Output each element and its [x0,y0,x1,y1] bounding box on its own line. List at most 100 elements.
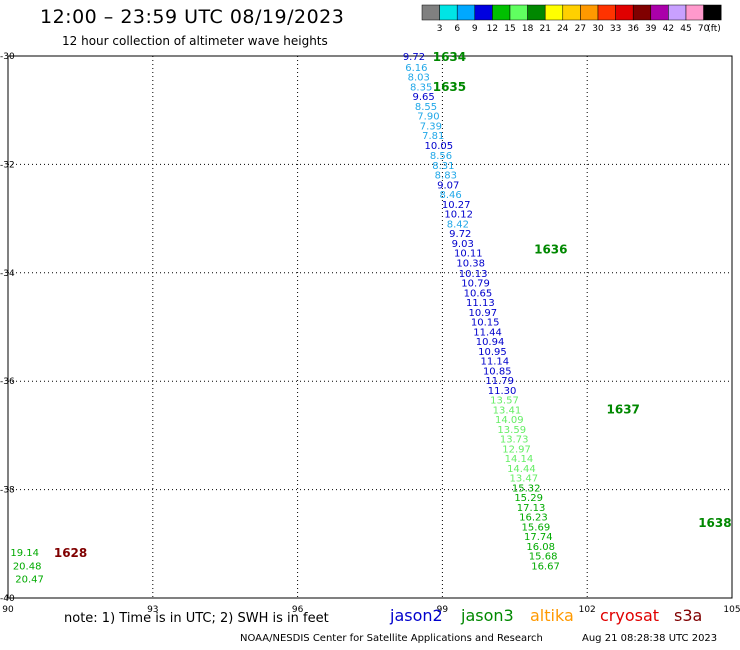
scale-swatch [509,4,528,21]
data-point: 9.72 [403,52,425,63]
data-point: 16.67 [531,561,560,572]
y-tick-label: -32 [0,160,15,170]
data-point: 7.39 [420,121,442,132]
footer-credit: NOAA/NESDIS Center for Satellite Applica… [240,633,543,644]
satellite-legend-jason3: jason3 [461,606,514,625]
scale-swatch [421,4,440,21]
data-point: 17.13 [517,503,546,514]
time-label: 1635 [433,80,466,94]
data-point: 16.23 [519,513,548,524]
chart-title: 12:00 – 23:59 UTC 08/19/2023 [40,6,345,28]
scale-label: 36 [627,24,639,34]
scale-label: 9 [472,24,478,34]
footer-timestamp: Aug 21 08:28:38 UTC 2023 [582,633,718,644]
time-label: 1628 [54,546,87,560]
scale-label: 18 [522,24,534,34]
scale-label: 39 [645,24,657,34]
scale-label: 15 [504,24,515,34]
time-label: 1634 [433,50,466,64]
data-point: 19.14 [10,548,39,559]
data-point: 10.27 [442,200,471,211]
data-point: 13.57 [490,396,519,407]
chart-subtitle: 12 hour collection of altimeter wave hei… [62,34,328,48]
x-tick-label: 102 [579,605,596,615]
scale-label: 33 [610,24,621,34]
scale-label: 21 [539,24,550,34]
data-point: 10.79 [461,279,490,290]
data-point: 10.94 [476,337,505,348]
scale-label: 3 [437,24,443,34]
scale-swatch [703,4,722,21]
scale-swatch [632,4,652,21]
data-point: 11.14 [481,357,510,368]
scale-swatch [544,4,564,21]
scale-label: 12 [487,24,498,34]
data-point: 17.74 [524,532,553,543]
data-point: 13.47 [509,474,538,485]
satellite-legend-cryosat: cryosat [600,606,660,625]
y-tick-label: -30 [0,52,15,62]
scale-swatch [474,4,493,21]
time-label: 1637 [607,402,640,416]
data-point: 14.09 [495,415,524,426]
data-point: 10.05 [425,141,454,152]
data-point: 6.16 [405,63,427,74]
x-tick-label: 96 [292,605,304,615]
data-point: 10.95 [478,347,507,358]
data-point: 10.65 [464,288,493,299]
scale-label: 30 [592,24,604,34]
data-point: 13.41 [493,405,522,416]
scale-swatch [456,4,476,21]
data-point: 14.44 [507,464,536,475]
scale-label: 24 [557,24,569,34]
scale-swatch [439,4,458,21]
data-point: 10.85 [483,366,512,377]
scale-swatch [527,4,546,21]
data-point: 8.46 [440,190,462,201]
data-point: 8.31 [432,161,454,172]
scale-swatch [615,4,634,21]
y-tick-label: -38 [0,486,15,496]
data-point: 8.42 [447,219,469,230]
data-point: 8.35 [410,82,432,93]
data-point: 8.83 [435,171,457,182]
data-point: 20.48 [13,561,42,572]
data-point: 10.38 [456,259,485,270]
y-tick-label: -40 [0,594,15,604]
data-point: 15.68 [529,552,558,563]
scale-swatch [668,4,687,21]
data-point: 15.69 [522,522,551,533]
data-point: 13.73 [500,435,529,446]
data-point: 10.97 [468,308,497,319]
satellite-legend-jason2: jason2 [390,606,443,625]
data-point: 14.14 [505,454,534,465]
data-point: 11.30 [488,386,517,397]
time-label: 1638 [698,516,731,530]
scale-label: 42 [663,24,674,34]
scale-swatch [562,4,581,21]
scale-unit: (ft) [707,24,721,34]
data-point: 11.13 [466,298,495,309]
data-point: 11.44 [473,327,502,338]
data-point: 8.55 [415,102,437,113]
scale-label: 6 [454,24,460,34]
scale-swatch [685,4,704,21]
x-tick-label: 93 [147,605,158,615]
scale-swatch [492,4,511,21]
data-point: 9.03 [452,239,474,250]
data-point: 10.13 [459,269,488,280]
scale-label: 45 [680,24,691,34]
data-point: 10.12 [444,210,473,221]
data-point: 7.81 [422,131,444,142]
scale-swatch [650,4,669,21]
scale-label: 70 [698,24,710,34]
data-point: 9.07 [437,180,459,191]
data-point: 12.97 [502,444,531,455]
data-point: 15.32 [512,483,541,494]
footer-note: note: 1) Time is in UTC; 2) SWH is in fe… [64,611,329,626]
x-tick-label: 99 [437,605,449,615]
data-point: 13.59 [497,425,526,436]
satellite-legend-s3a: s3a [674,606,703,625]
data-point: 10.11 [454,249,483,260]
